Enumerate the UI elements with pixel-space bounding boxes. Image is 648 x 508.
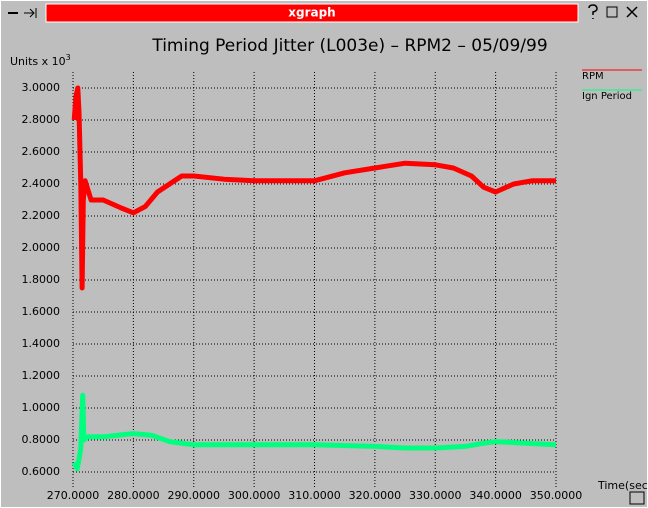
y-tick-label: 2.4000 — [22, 177, 61, 190]
x-tick-label: 330.0000 — [409, 489, 462, 502]
y-tick-label: 0.6000 — [22, 465, 61, 478]
y-tick-label: 2.6000 — [22, 145, 61, 158]
help-icon[interactable] — [588, 4, 598, 19]
x-tick-label: 340.0000 — [469, 489, 522, 502]
resize-grip[interactable] — [629, 491, 645, 505]
y-tick-label: 1.4000 — [22, 337, 61, 350]
y-tick-label: 2.2000 — [22, 209, 61, 222]
legend-label: RPM — [582, 71, 604, 82]
title-bar — [45, 3, 579, 23]
x-tick-label: 350.0000 — [530, 489, 583, 502]
x-tick-label: 310.0000 — [288, 489, 341, 502]
y-axis-label-exponent: 3 — [66, 53, 71, 62]
window-controls-left[interactable] — [8, 8, 37, 18]
y-axis-label-text: Units x 10 — [10, 55, 66, 68]
window-title: xgraph — [288, 6, 335, 20]
y-tick-label: 2.0000 — [22, 241, 61, 254]
x-axis-label: Time(sec) — [597, 479, 648, 492]
x-tick-label: 280.0000 — [107, 489, 160, 502]
y-axis-label: Units x 103 — [10, 53, 71, 69]
y-tick-label: 1.8000 — [22, 273, 61, 286]
y-tick-label: 1.6000 — [22, 305, 61, 318]
x-tick-label: 290.0000 — [168, 489, 221, 502]
x-tick-label: 270.0000 — [47, 489, 100, 502]
chart-title: Timing Period Jitter (L003e) – RPM2 – 05… — [151, 36, 547, 56]
x-tick-label: 300.0000 — [228, 489, 281, 502]
y-tick-label: 0.8000 — [22, 433, 61, 446]
y-tick-label: 1.2000 — [22, 369, 61, 382]
close-icon[interactable] — [626, 6, 638, 18]
y-tick-label: 1.0000 — [22, 401, 61, 414]
pin-icon[interactable] — [24, 8, 37, 18]
x-tick-label: 320.0000 — [349, 489, 402, 502]
y-tick-label: 2.8000 — [22, 113, 61, 126]
maximize-icon[interactable] — [606, 6, 618, 18]
y-tick-label: 3.0000 — [22, 81, 61, 94]
legend-label: Ign Period — [582, 91, 632, 102]
data-line — [71, 392, 557, 472]
data-line — [71, 85, 556, 291]
